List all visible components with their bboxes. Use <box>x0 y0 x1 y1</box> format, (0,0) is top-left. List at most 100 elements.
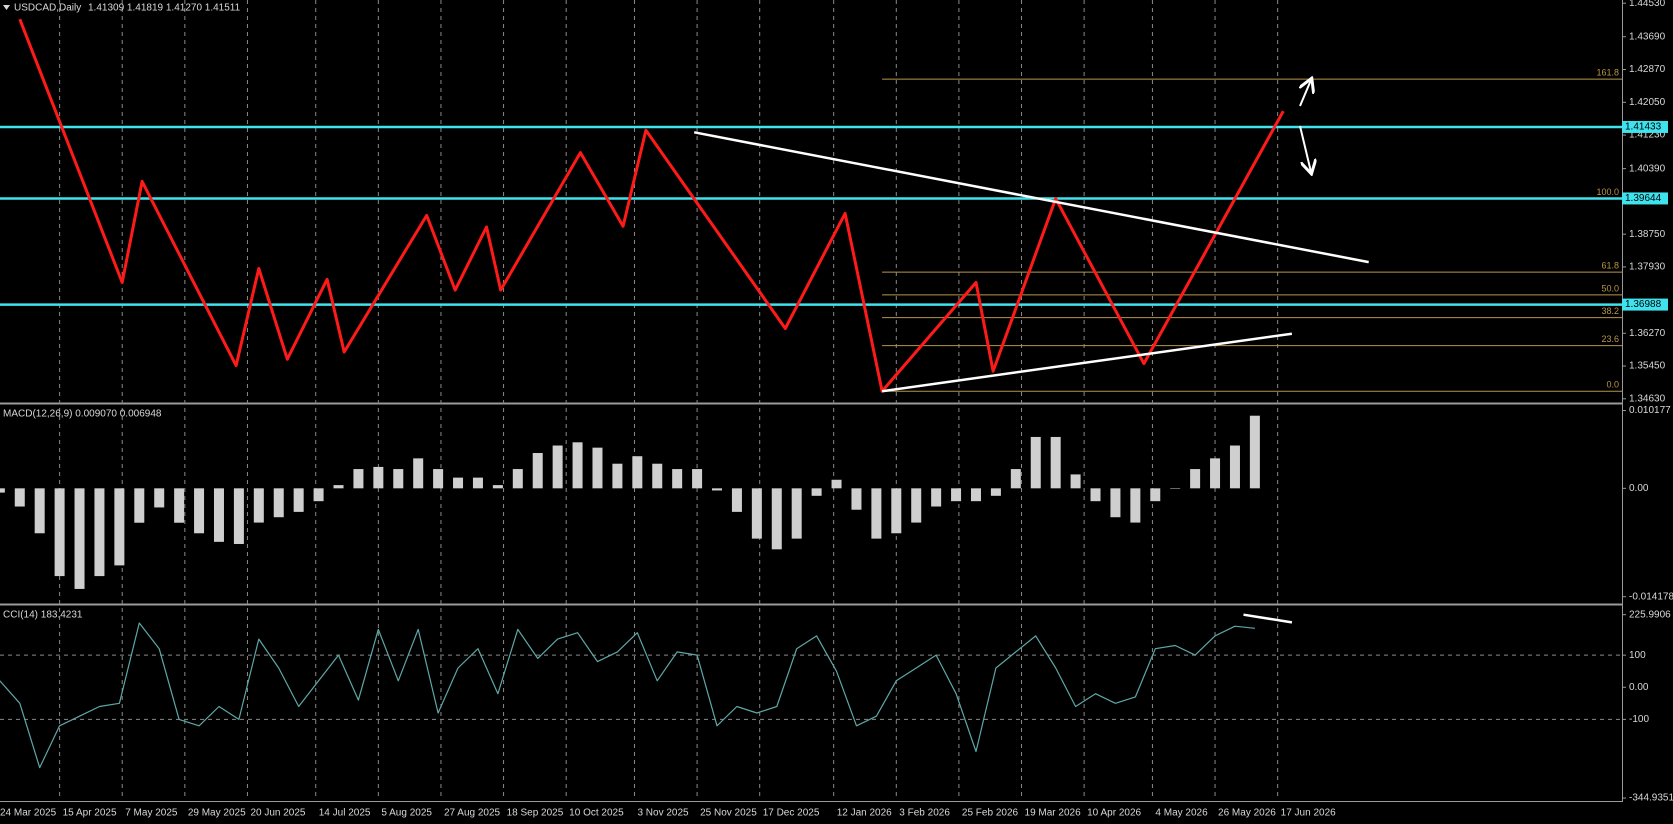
macd-bar <box>1130 488 1141 523</box>
price-tag <box>1622 192 1668 205</box>
macd-bar <box>0 488 5 493</box>
trendline <box>1243 613 1293 624</box>
macd-bar <box>74 488 85 589</box>
x-tick-label: 3 Nov 2025 <box>637 808 689 819</box>
y-tick-label: -100 <box>1629 714 1649 725</box>
macd-bar <box>751 488 762 539</box>
macd-bar <box>692 469 703 489</box>
symbol-icon <box>3 5 10 10</box>
x-tick-label: 17 Dec 2025 <box>763 808 820 819</box>
y-tick-label: -0.014178 <box>1629 591 1673 602</box>
macd-bar <box>1070 474 1081 489</box>
macd-bar <box>891 488 902 534</box>
macd-bar <box>931 488 942 507</box>
x-tick-label: 4 May 2026 <box>1155 808 1208 819</box>
macd-bar <box>712 488 723 491</box>
fib-label: 161.8 <box>1596 67 1619 77</box>
x-tick-label: 3 Feb 2026 <box>899 808 950 819</box>
x-tick-label: 29 May 2025 <box>188 808 246 819</box>
macd-bar <box>413 458 424 489</box>
x-tick-label: 12 Jan 2026 <box>837 808 892 819</box>
macd-bar <box>273 488 284 518</box>
macd-bar <box>871 488 882 539</box>
x-tick-label: 26 May 2026 <box>1218 808 1276 819</box>
macd-bar <box>353 469 364 489</box>
x-tick-label: 10 Oct 2025 <box>569 808 624 819</box>
macd-bar <box>811 488 822 496</box>
macd-bar <box>134 488 145 523</box>
price-tag <box>1622 120 1668 133</box>
macd-bar <box>293 488 304 512</box>
macd-bar <box>552 445 563 489</box>
fib-label: 23.6 <box>1601 334 1619 344</box>
y-tick-label: 225.9906 <box>1629 609 1671 620</box>
macd-bar <box>672 469 683 489</box>
macd-bar <box>433 469 444 489</box>
macd-bar <box>632 456 643 489</box>
y-tick-label: 1.40390 <box>1629 163 1666 174</box>
macd-bar <box>731 488 742 512</box>
price-tag-label: 1.36988 <box>1625 299 1662 310</box>
macd-bar <box>572 442 583 489</box>
macd-bar <box>154 488 165 508</box>
y-tick-label: 1.42050 <box>1629 97 1666 108</box>
x-tick-label: 24 Mar 2025 <box>0 808 57 819</box>
fib-label: 38.2 <box>1601 306 1619 316</box>
macd-bar <box>970 488 981 502</box>
macd-bar <box>1249 415 1260 489</box>
macd-bar <box>990 488 1001 496</box>
macd-bar <box>174 488 185 523</box>
macd-bar <box>1190 469 1201 489</box>
macd-bar <box>333 485 344 489</box>
indicator-title: CCI(14) 183.4231 <box>3 610 83 621</box>
x-tick-label: 18 Sep 2025 <box>507 808 564 819</box>
macd-bar <box>34 488 45 534</box>
macd-bar <box>652 463 663 489</box>
macd-bar <box>791 488 802 539</box>
y-tick-label: 0.010177 <box>1629 405 1671 416</box>
macd-bar <box>512 469 523 489</box>
fib-label: 100.0 <box>1596 187 1619 197</box>
x-tick-label: 25 Nov 2025 <box>700 808 757 819</box>
macd-bar <box>1030 436 1041 489</box>
cci-line <box>0 622 1255 769</box>
macd-bar <box>771 488 782 550</box>
price-tag-label: 1.39644 <box>1625 193 1662 204</box>
x-tick-label: 17 Jun 2026 <box>1281 808 1336 819</box>
y-tick-label: 1.41230 <box>1629 130 1666 141</box>
macd-bar <box>851 488 862 510</box>
zigzag-line <box>18 18 1285 393</box>
macd-bar <box>194 488 205 534</box>
macd-bar <box>114 488 125 566</box>
macd-bar <box>1150 488 1161 502</box>
price-tag <box>1622 298 1668 311</box>
y-tick-label: 1.34630 <box>1629 393 1666 404</box>
y-tick-label: -344.9351 <box>1629 793 1673 804</box>
y-tick-label: 1.43690 <box>1629 31 1666 42</box>
macd-bar <box>951 488 962 502</box>
macd-bar <box>393 469 404 489</box>
y-tick-label: 1.42870 <box>1629 64 1666 75</box>
chart-subtitle: 1.41309 1.41819 1.41270 1.41511 <box>88 3 241 14</box>
x-tick-label: 19 Mar 2026 <box>1025 808 1082 819</box>
x-tick-label: 15 Apr 2025 <box>63 808 117 819</box>
macd-bar <box>373 466 384 489</box>
y-tick-label: 1.37930 <box>1629 262 1666 273</box>
fib-label: 61.8 <box>1601 261 1619 271</box>
x-tick-label: 14 Jul 2025 <box>319 808 371 819</box>
macd-bar <box>1050 436 1061 489</box>
macd-bar <box>54 488 65 577</box>
y-tick-label: 100 <box>1629 650 1646 661</box>
x-tick-label: 5 Aug 2025 <box>381 808 432 819</box>
macd-bar <box>1090 488 1101 502</box>
macd-bar <box>1110 488 1121 518</box>
macd-bar <box>831 479 842 489</box>
macd-bar <box>1170 488 1181 489</box>
x-tick-label: 10 Apr 2026 <box>1087 808 1141 819</box>
macd-bar <box>14 488 25 507</box>
y-tick-label: 1.36270 <box>1629 328 1666 339</box>
macd-bar <box>253 488 264 523</box>
macd-bar <box>313 488 324 502</box>
macd-bar <box>911 488 922 523</box>
